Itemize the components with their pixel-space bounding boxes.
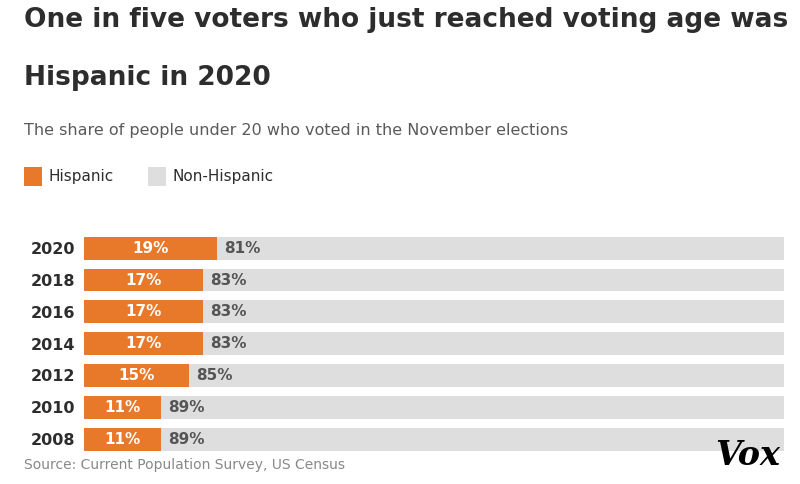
Text: 83%: 83% [210, 336, 246, 351]
Text: 85%: 85% [196, 368, 233, 383]
Text: Hispanic: Hispanic [48, 169, 114, 184]
Text: 17%: 17% [126, 336, 162, 351]
Bar [189, 364, 784, 387]
Bar [84, 364, 189, 387]
Bar [84, 427, 161, 451]
Bar [161, 427, 784, 451]
Bar [161, 396, 784, 419]
Bar [203, 301, 784, 323]
Text: Source: Current Population Survey, US Census: Source: Current Population Survey, US Ce… [24, 458, 345, 472]
Text: 11%: 11% [104, 400, 141, 415]
Text: 17%: 17% [126, 272, 162, 287]
Text: 19%: 19% [132, 241, 169, 256]
Bar [203, 332, 784, 355]
Bar [84, 332, 203, 355]
Text: 11%: 11% [104, 432, 141, 447]
Text: Hispanic in 2020: Hispanic in 2020 [24, 65, 270, 91]
Text: 83%: 83% [210, 272, 246, 287]
Bar [203, 269, 784, 291]
Text: Vox: Vox [715, 439, 780, 472]
Text: Non-Hispanic: Non-Hispanic [172, 169, 273, 184]
Text: The share of people under 20 who voted in the November elections: The share of people under 20 who voted i… [24, 123, 568, 138]
Bar [84, 301, 203, 323]
Text: 81%: 81% [224, 241, 260, 256]
Text: 17%: 17% [126, 304, 162, 319]
Text: 15%: 15% [118, 368, 154, 383]
Bar [84, 396, 161, 419]
Bar [84, 237, 217, 260]
Bar [84, 269, 203, 291]
Text: One in five voters who just reached voting age was: One in five voters who just reached voti… [24, 7, 788, 33]
Bar [217, 237, 784, 260]
Text: 83%: 83% [210, 304, 246, 319]
Text: 89%: 89% [168, 432, 205, 447]
Text: 89%: 89% [168, 400, 205, 415]
